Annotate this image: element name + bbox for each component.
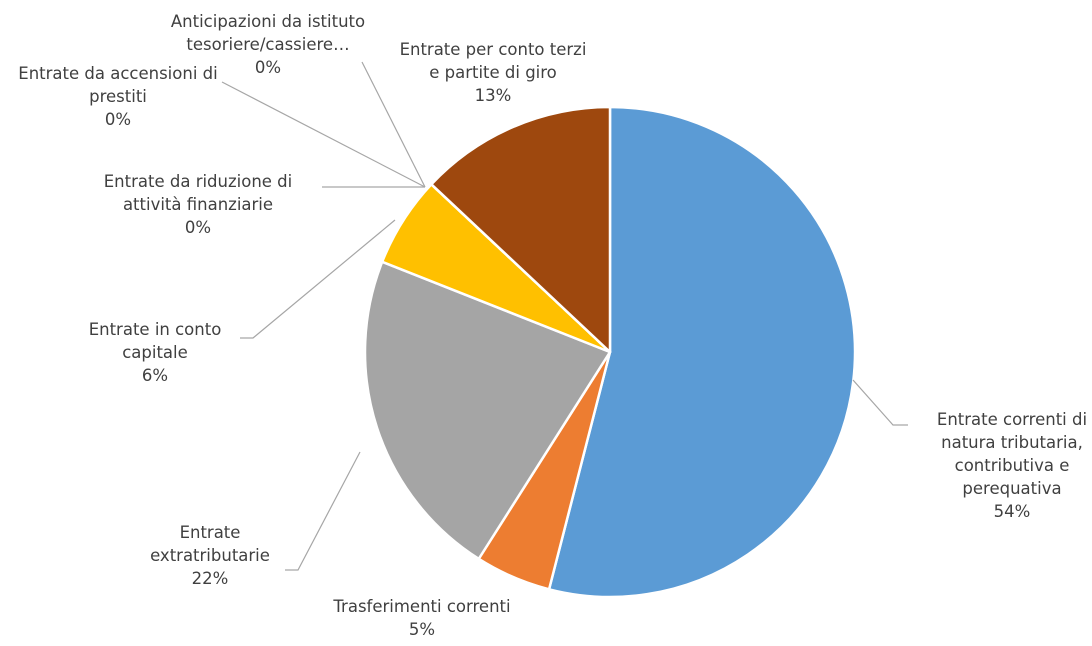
leader-line: [852, 379, 908, 426]
category-label: Trasferimenti correnti: [333, 597, 511, 616]
data-label: Entrate da riduzione di attività finanzi…: [86, 170, 311, 239]
value-label: 6%: [141, 366, 169, 385]
leader-line: [240, 219, 396, 339]
category-label: Entrate extratributarie: [150, 523, 270, 565]
category-label: Entrate da riduzione di attività finanzi…: [103, 172, 293, 214]
value-label: 0%: [184, 218, 212, 237]
value-label: 0%: [254, 58, 282, 77]
data-label: Entrate correnti di natura tributaria, c…: [915, 408, 1092, 523]
category-label: Anticipazioni da istituto tesoriere/cass…: [170, 12, 366, 54]
data-label: Trasferimenti correnti 5%: [302, 595, 542, 641]
leader-line: [361, 61, 426, 188]
data-label: Entrate da accensioni di prestiti 0%: [3, 62, 233, 131]
data-label: Anticipazioni da istituto tesoriere/cass…: [163, 10, 373, 79]
value-label: 54%: [993, 502, 1031, 521]
pie-slice: [430, 105, 612, 354]
data-label: Entrate in conto capitale 6%: [63, 318, 248, 387]
value-label: 13%: [474, 86, 512, 105]
data-label: Entrate extratributarie 22%: [125, 521, 295, 590]
category-label: Entrate in conto capitale: [88, 320, 222, 362]
leader-line: [285, 451, 361, 571]
category-label: Entrate da accensioni di prestiti: [18, 64, 218, 106]
data-label: Entrate per conto terzi e partite di gir…: [398, 38, 588, 107]
category-label: Entrate correnti di natura tributaria, c…: [936, 410, 1088, 498]
leader-line: [221, 81, 426, 188]
pie-slice: [547, 105, 857, 599]
value-label: 22%: [191, 569, 229, 588]
category-label: Entrate per conto terzi e partite di gir…: [399, 40, 587, 82]
value-label: 0%: [104, 110, 132, 129]
pie-slice: [363, 260, 612, 561]
value-label: 5%: [408, 620, 436, 639]
